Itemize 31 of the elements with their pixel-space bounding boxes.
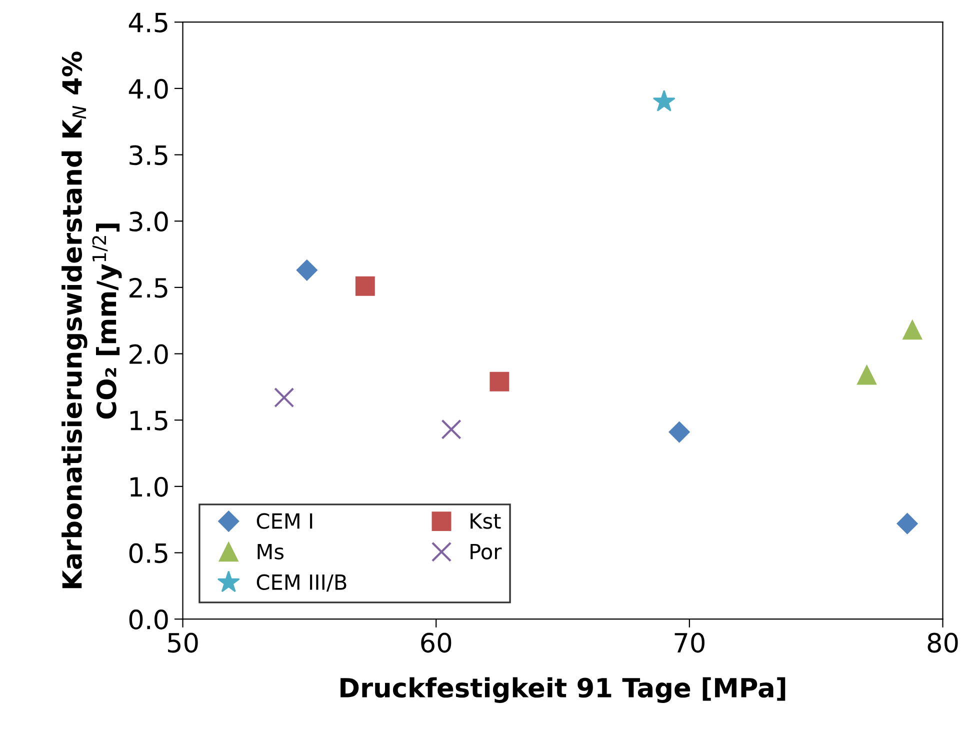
- legend-label: Por: [470, 544, 502, 560]
- legend-label: Kst: [470, 513, 501, 529]
- y-tick-label: 3.5: [130, 145, 168, 166]
- y-tick-label: 0.0: [129, 610, 168, 630]
- point: [441, 419, 462, 440]
- y-tick-label: 4.5: [128, 12, 168, 33]
- y-tick-label: 1.5: [130, 410, 168, 430]
- x-tick-label: 50: [168, 632, 198, 653]
- point: [355, 276, 375, 296]
- point: [490, 372, 510, 392]
- point: [652, 90, 676, 112]
- legend-label: Ms: [258, 544, 284, 560]
- point: [668, 422, 690, 443]
- x-tick-label: 70: [674, 632, 704, 653]
- text: Karbonatisierungswiderstand K$_{N}$ 4% CO₂ [mm/y$^{1/2}$]: [62, 52, 122, 588]
- point: [902, 320, 922, 340]
- y-tick-label: 2.5: [130, 278, 168, 298]
- y-tick-label: 4.0: [128, 78, 168, 99]
- point: [296, 260, 318, 281]
- y-tick-label: 1.0: [130, 476, 168, 497]
- x-tick-label: 60: [421, 632, 452, 653]
- legend-label: CEM III/B: [256, 574, 346, 592]
- x-tick-label: 80: [928, 632, 958, 653]
- point: [857, 365, 876, 385]
- legend-label: CEM I: [256, 513, 312, 529]
- point: [274, 387, 294, 408]
- x-axis-title: Druckfestigkeit 91 Tage [MPa]: [340, 677, 786, 704]
- point: [896, 513, 918, 534]
- y-tick-label: 2.0: [130, 344, 168, 364]
- y-tick-label: 3.0: [130, 212, 168, 232]
- y-tick-label: 0.5: [129, 543, 168, 564]
